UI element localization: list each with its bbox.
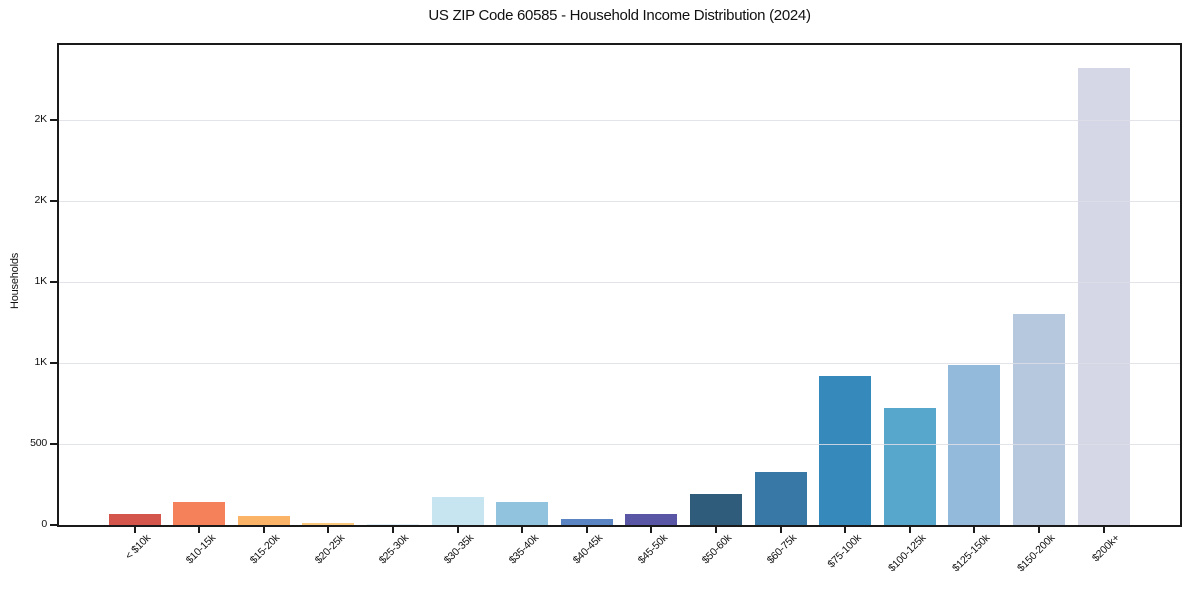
x-tick-mark-$150-200k [1037, 527, 1040, 533]
x-tick-mark-$20-25k [327, 527, 330, 533]
bar-$200k+ [1077, 68, 1130, 525]
x-tick-mark-$100-125k [908, 527, 911, 533]
x-tick-label-$45-50k: $45-50k [635, 532, 670, 567]
bar-$50-60k [689, 494, 742, 525]
x-tick-label-< $10k: < $10k [122, 532, 153, 563]
bar-$45-50k [625, 514, 678, 525]
bar-$40-45k [560, 519, 613, 525]
x-tick-label-$35-40k: $35-40k [506, 532, 541, 567]
x-tick-label-$30-35k: $30-35k [441, 532, 476, 567]
x-tick-label-$20-25k: $20-25k [312, 532, 347, 567]
x-tick-mark-$125-150k [973, 527, 976, 533]
x-tick-mark-$10-15k [198, 527, 201, 533]
bar-$60-75k [754, 472, 807, 525]
y-tick-label-2000: 2K [34, 194, 48, 206]
x-tick-label-$150-200k: $150-200k [1015, 532, 1058, 575]
bar-$100-125k [883, 407, 936, 525]
bar-$75-100k [819, 375, 872, 525]
x-tick-label-$200k+: $200k+ [1089, 532, 1122, 565]
x-tick-label-$10-15k: $10-15k [183, 532, 218, 567]
x-tick-mark-$200k+ [1102, 527, 1105, 533]
plot-area [57, 43, 1182, 527]
x-tick-mark-$60-75k [779, 527, 782, 533]
x-tick-mark-$45-50k [650, 527, 653, 533]
x-tick-label-$25-30k: $25-30k [377, 532, 412, 567]
y-tick-label-1000: 1K [34, 356, 48, 368]
y-tick-label-0: 0 [41, 518, 47, 530]
chart-title: US ZIP Code 60585 - Household Income Dis… [428, 7, 811, 24]
gridline-2500 [59, 120, 1180, 121]
x-tick-mark-$50-60k [714, 527, 717, 533]
y-tick-mark-0 [50, 524, 57, 526]
y-tick-mark-1500 [50, 281, 57, 283]
bar-$30-35k [431, 497, 484, 525]
gridline-1000 [59, 363, 1180, 364]
gridline-1500 [59, 282, 1180, 283]
x-tick-label-$40-45k: $40-45k [570, 532, 606, 567]
x-tick-mark-$25-30k [391, 527, 394, 533]
x-tick-mark-$35-40k [521, 527, 524, 533]
bar-$10-15k [173, 501, 226, 525]
gridline-2000 [59, 201, 1180, 202]
x-tick-label-$60-75k: $60-75k [764, 532, 799, 567]
x-tick-label-$50-60k: $50-60k [700, 532, 735, 567]
x-tick-mark-$75-100k [844, 527, 847, 533]
y-tick-mark-500 [50, 443, 57, 445]
x-tick-label-$75-100k: $75-100k [825, 532, 864, 571]
y-tick-mark-2500 [50, 119, 57, 121]
gridline-500 [59, 444, 1180, 445]
bar-$20-25k [302, 523, 355, 525]
x-tick-label-$15-20k: $15-20k [247, 532, 283, 567]
y-tick-label-1500: 1K [34, 275, 48, 287]
x-tick-mark-$30-35k [456, 527, 459, 533]
bar-$150-200k [1012, 314, 1065, 525]
y-tick-mark-2000 [50, 200, 57, 202]
bar-$15-20k [237, 516, 290, 525]
x-tick-mark-$40-45k [585, 527, 588, 533]
bar-$25-30k [366, 523, 419, 525]
x-tick-mark-< $10k [133, 527, 136, 533]
x-tick-mark-$15-20k [262, 527, 265, 533]
bar-< $10k [108, 513, 161, 525]
y-tick-mark-1000 [50, 362, 57, 364]
y-tick-label-2500: 2K [34, 113, 48, 125]
bar-$35-40k [496, 501, 549, 525]
x-tick-label-$100-125k: $100-125k [885, 532, 929, 575]
y-tick-label-500: 500 [30, 437, 47, 449]
x-tick-label-$125-150k: $125-150k [950, 532, 993, 575]
